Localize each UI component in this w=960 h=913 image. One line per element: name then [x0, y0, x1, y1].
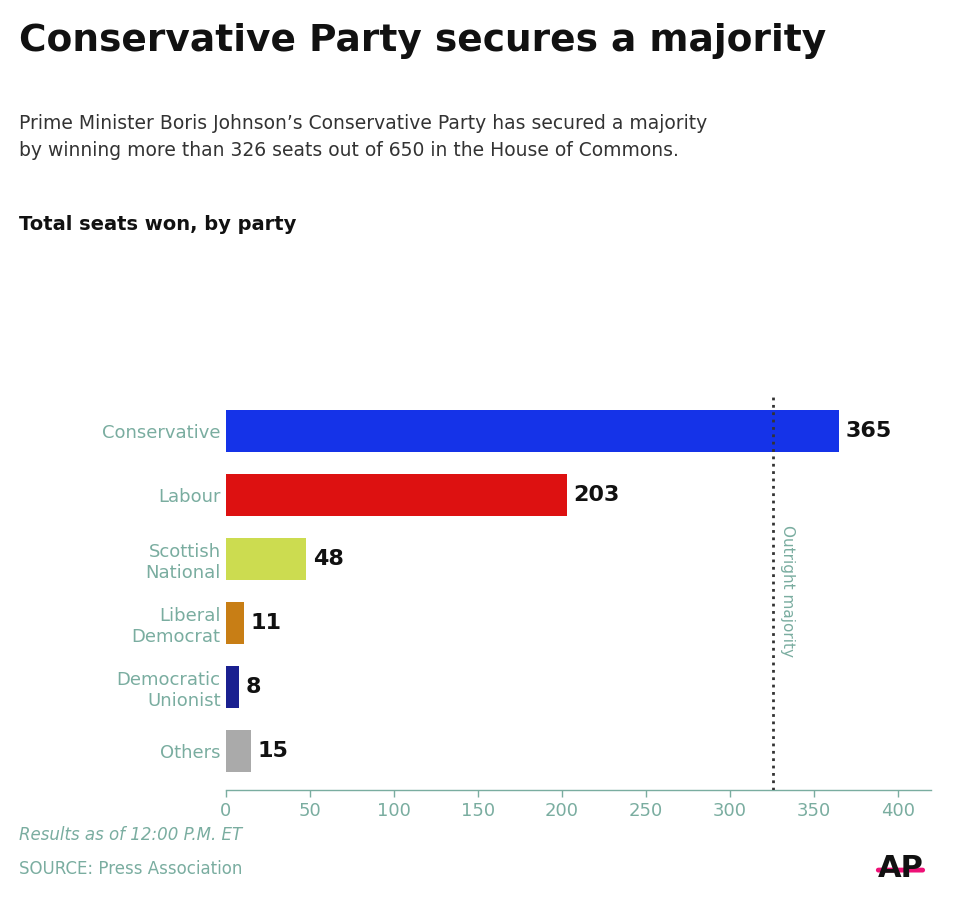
Bar	[226, 666, 239, 708]
Text: 8: 8	[246, 677, 261, 698]
Text: 15: 15	[257, 741, 288, 761]
Text: 203: 203	[573, 485, 620, 505]
Text: Total seats won, by party: Total seats won, by party	[19, 215, 297, 234]
Bar	[226, 539, 306, 580]
Text: Prime Minister Boris Johnson’s Conservative Party has secured a majority
by winn: Prime Minister Boris Johnson’s Conservat…	[19, 114, 708, 161]
Bar	[226, 603, 244, 644]
Text: 365: 365	[846, 421, 892, 441]
Text: 11: 11	[251, 614, 282, 634]
Bar	[226, 730, 251, 772]
Text: Conservative Party secures a majority: Conservative Party secures a majority	[19, 23, 827, 58]
Text: Outright majority: Outright majority	[780, 525, 795, 657]
Bar	[226, 410, 839, 452]
Text: SOURCE: Press Association: SOURCE: Press Association	[19, 860, 243, 878]
Text: 48: 48	[313, 549, 344, 569]
Text: AP: AP	[877, 854, 924, 883]
Text: Results as of 12:00 P.M. ET: Results as of 12:00 P.M. ET	[19, 826, 242, 845]
Bar	[226, 474, 566, 516]
